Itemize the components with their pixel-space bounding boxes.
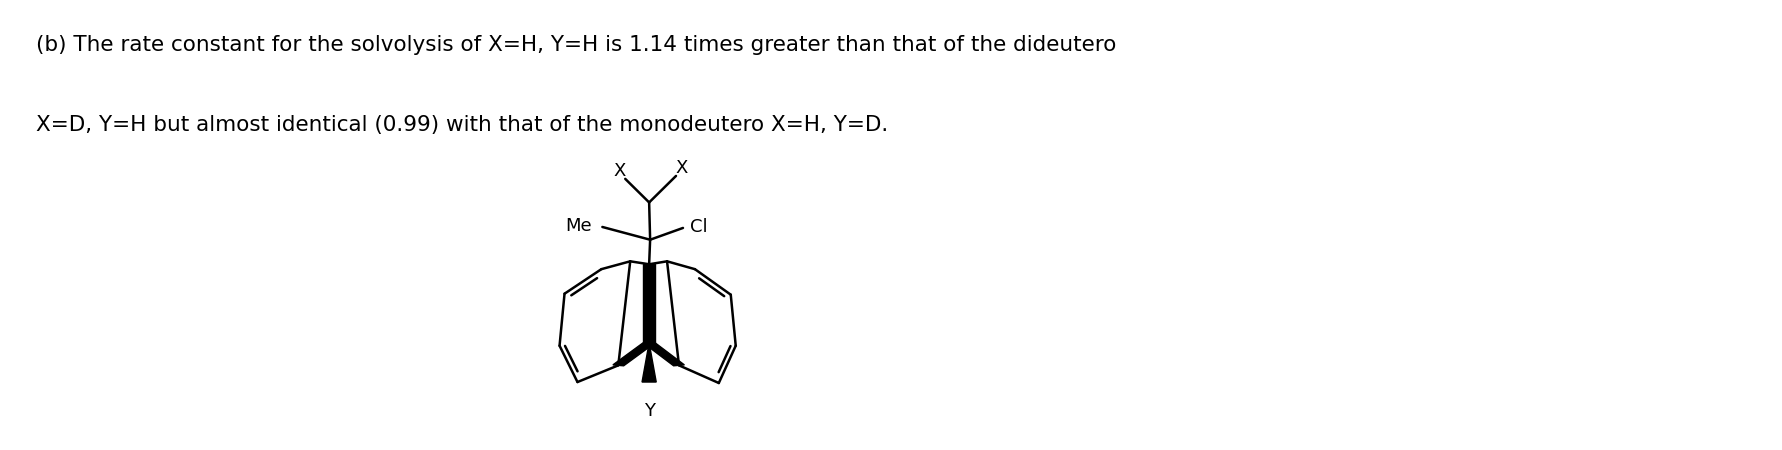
Text: Cl: Cl: [690, 218, 707, 236]
Text: Me: Me: [565, 216, 592, 234]
Polygon shape: [642, 343, 656, 382]
Text: X: X: [675, 159, 688, 177]
Text: X=D, Y=H but almost identical (0.99) with that of the monodeutero X=H, Y=D.: X=D, Y=H but almost identical (0.99) wit…: [36, 115, 889, 135]
Polygon shape: [613, 342, 654, 366]
Polygon shape: [643, 342, 684, 366]
Text: Y: Y: [643, 402, 654, 420]
Text: X: X: [613, 162, 625, 180]
Text: (b) The rate constant for the solvolysis of X=H, Y=H is 1.14 times greater than : (b) The rate constant for the solvolysis…: [36, 35, 1117, 55]
Polygon shape: [643, 264, 654, 343]
